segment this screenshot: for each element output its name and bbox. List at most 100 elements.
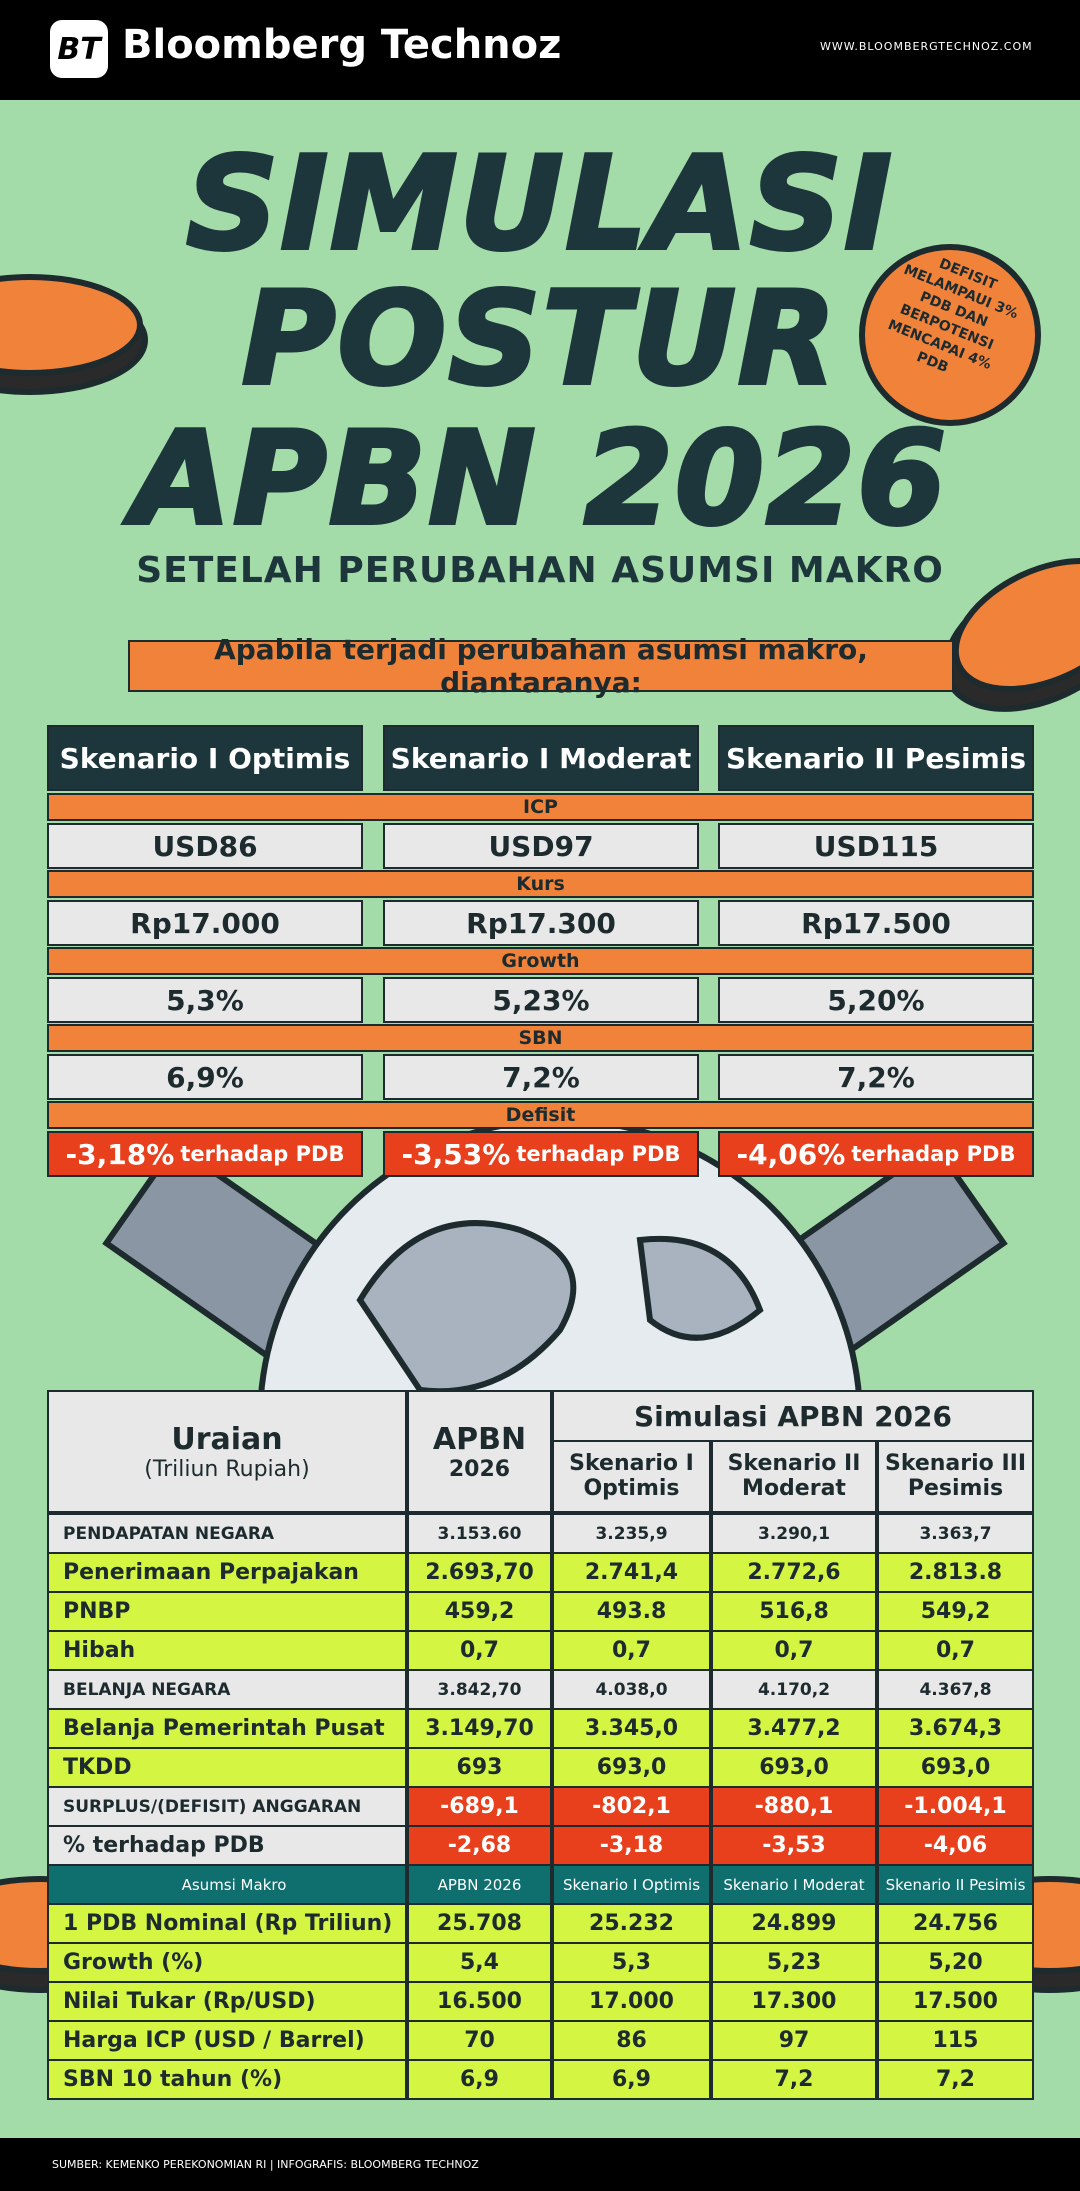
header-sub: Skenario III: [884, 1451, 1027, 1477]
footer: SUMBER: KEMENKO PEREKONOMIAN RI | INFOGR…: [52, 2158, 479, 2171]
section-label: Kurs: [47, 870, 1034, 898]
row-value: -1.004,1: [877, 1786, 1034, 1827]
row-value: 7,2: [877, 2059, 1034, 2100]
row-value: 24.756: [877, 1903, 1034, 1944]
row-value: 5,23: [711, 1942, 877, 1983]
header-bar: [0, 0, 1080, 100]
row-value: 0,7: [711, 1630, 877, 1671]
row-value: 3.235,9: [552, 1513, 711, 1554]
row-value: Skenario I Optimis: [552, 1864, 711, 1905]
deficit-value: -4,06% terhadap PDB: [718, 1131, 1034, 1177]
row-value: 3.842,70: [407, 1669, 552, 1710]
row-value: 3.149,70: [407, 1708, 552, 1749]
row-label: Harga ICP (USD / Barrel): [47, 2020, 407, 2061]
row-value: 3.153.60: [407, 1513, 552, 1554]
section-label: Defisit: [47, 1101, 1034, 1129]
scenario-value: 5,3%: [47, 977, 363, 1023]
scenario-value: Rp17.300: [383, 900, 699, 946]
url: WWW.BLOOMBERGTECHNOZ.COM: [820, 40, 1033, 53]
title-line: SIMULASI: [184, 128, 894, 281]
row-value: 70: [407, 2020, 552, 2061]
intro: Apabila terjadi perubahan asumsi makro, …: [128, 633, 954, 699]
row-label: Hibah: [47, 1630, 407, 1671]
deficit-suffix: terhadap PDB: [516, 1142, 681, 1166]
header-text: APBN: [432, 1421, 527, 1457]
row-value: 3.477,2: [711, 1708, 877, 1749]
row-value: 3.363,7: [877, 1513, 1034, 1554]
scenario-value: 6,9%: [47, 1054, 363, 1100]
scenario-value: USD97: [383, 823, 699, 869]
row-label: Nilai Tukar (Rp/USD): [47, 1981, 407, 2022]
header-sub: Skenario II: [727, 1451, 861, 1477]
header-text: Uraian: [171, 1421, 283, 1457]
row-label: PENDAPATAN NEGARA: [47, 1513, 407, 1554]
section-label: ICP: [47, 793, 1034, 821]
row-value: -2,68: [407, 1825, 552, 1866]
deficit-number: -3,53%: [401, 1137, 511, 1171]
section-label: SBN: [47, 1024, 1034, 1052]
row-value: 3.290,1: [711, 1513, 877, 1554]
row-value: 86: [552, 2020, 711, 2061]
row-value: 2.813.8: [877, 1552, 1034, 1593]
scenario-header: Skenario I Moderat: [383, 725, 699, 791]
row-value: 17.300: [711, 1981, 877, 2022]
row-label: SBN 10 tahun (%): [47, 2059, 407, 2100]
row-value: Skenario II Pesimis: [877, 1864, 1034, 1905]
header-cell: Uraian (Triliun Rupiah): [47, 1390, 407, 1513]
row-value: 2.693,70: [407, 1552, 552, 1593]
header-sub: 2026: [448, 1456, 511, 1482]
row-label: BELANJA NEGARA: [47, 1669, 407, 1710]
row-value: 4.367,8: [877, 1669, 1034, 1710]
scenario-value: 5,20%: [718, 977, 1034, 1023]
brand: Bloomberg Technoz: [122, 22, 562, 68]
deficit-suffix: terhadap PDB: [851, 1142, 1016, 1166]
row-value: 459,2: [407, 1591, 552, 1632]
row-value: -4,06: [877, 1825, 1034, 1866]
row-value: 693,0: [552, 1747, 711, 1788]
title-line: POSTUR: [240, 263, 839, 416]
row-value: 7,2: [711, 2059, 877, 2100]
row-value: 2.741,4: [552, 1552, 711, 1593]
row-label: % terhadap PDB: [47, 1825, 407, 1866]
deficit-number: -4,06%: [736, 1137, 846, 1171]
title-line: APBN 2026: [130, 403, 949, 556]
footer-bar: [0, 2138, 1080, 2191]
row-value: APBN 2026: [407, 1864, 552, 1905]
row-value: 6,9: [552, 2059, 711, 2100]
scenario-value: USD86: [47, 823, 363, 869]
row-label: Growth (%): [47, 1942, 407, 1983]
deficit-suffix: terhadap PDB: [180, 1142, 345, 1166]
subtitle: SETELAH PERUBAHAN ASUMSI MAKRO: [136, 550, 944, 591]
scenario-value: USD115: [718, 823, 1034, 869]
row-value: -880,1: [711, 1786, 877, 1827]
row-value: 3.345,0: [552, 1708, 711, 1749]
deficit-value: -3,53% terhadap PDB: [383, 1131, 699, 1177]
scenario-value: 7,2%: [718, 1054, 1034, 1100]
scenario-value: Rp17.000: [47, 900, 363, 946]
row-label: Asumsi Makro: [47, 1864, 407, 1905]
row-value: 24.899: [711, 1903, 877, 1944]
row-value: 16.500: [407, 1981, 552, 2022]
row-value: 693,0: [711, 1747, 877, 1788]
header-cell: APBN 2026: [407, 1390, 552, 1513]
header-sub: (Triliun Rupiah): [144, 1456, 310, 1482]
scenario-value: Rp17.500: [718, 900, 1034, 946]
row-label: SURPLUS/(DEFISIT) ANGGARAN: [47, 1786, 407, 1827]
row-label: Penerimaan Perpajakan: [47, 1552, 407, 1593]
section-label: Growth: [47, 947, 1034, 975]
scenario-value: 5,23%: [383, 977, 699, 1023]
row-value: -3,53: [711, 1825, 877, 1866]
header-sub: Pesimis: [907, 1475, 1004, 1501]
row-value: 5,4: [407, 1942, 552, 1983]
deficit-value: -3,18% terhadap PDB: [47, 1131, 363, 1177]
row-label: PNBP: [47, 1591, 407, 1632]
row-label: 1 PDB Nominal (Rp Triliun): [47, 1903, 407, 1944]
row-label: Belanja Pemerintah Pusat: [47, 1708, 407, 1749]
row-value: 693: [407, 1747, 552, 1788]
row-value: -3,18: [552, 1825, 711, 1866]
row-value: 6,9: [407, 2059, 552, 2100]
row-value: 97: [711, 2020, 877, 2061]
row-value: 693,0: [877, 1747, 1034, 1788]
row-value: 493.8: [552, 1591, 711, 1632]
